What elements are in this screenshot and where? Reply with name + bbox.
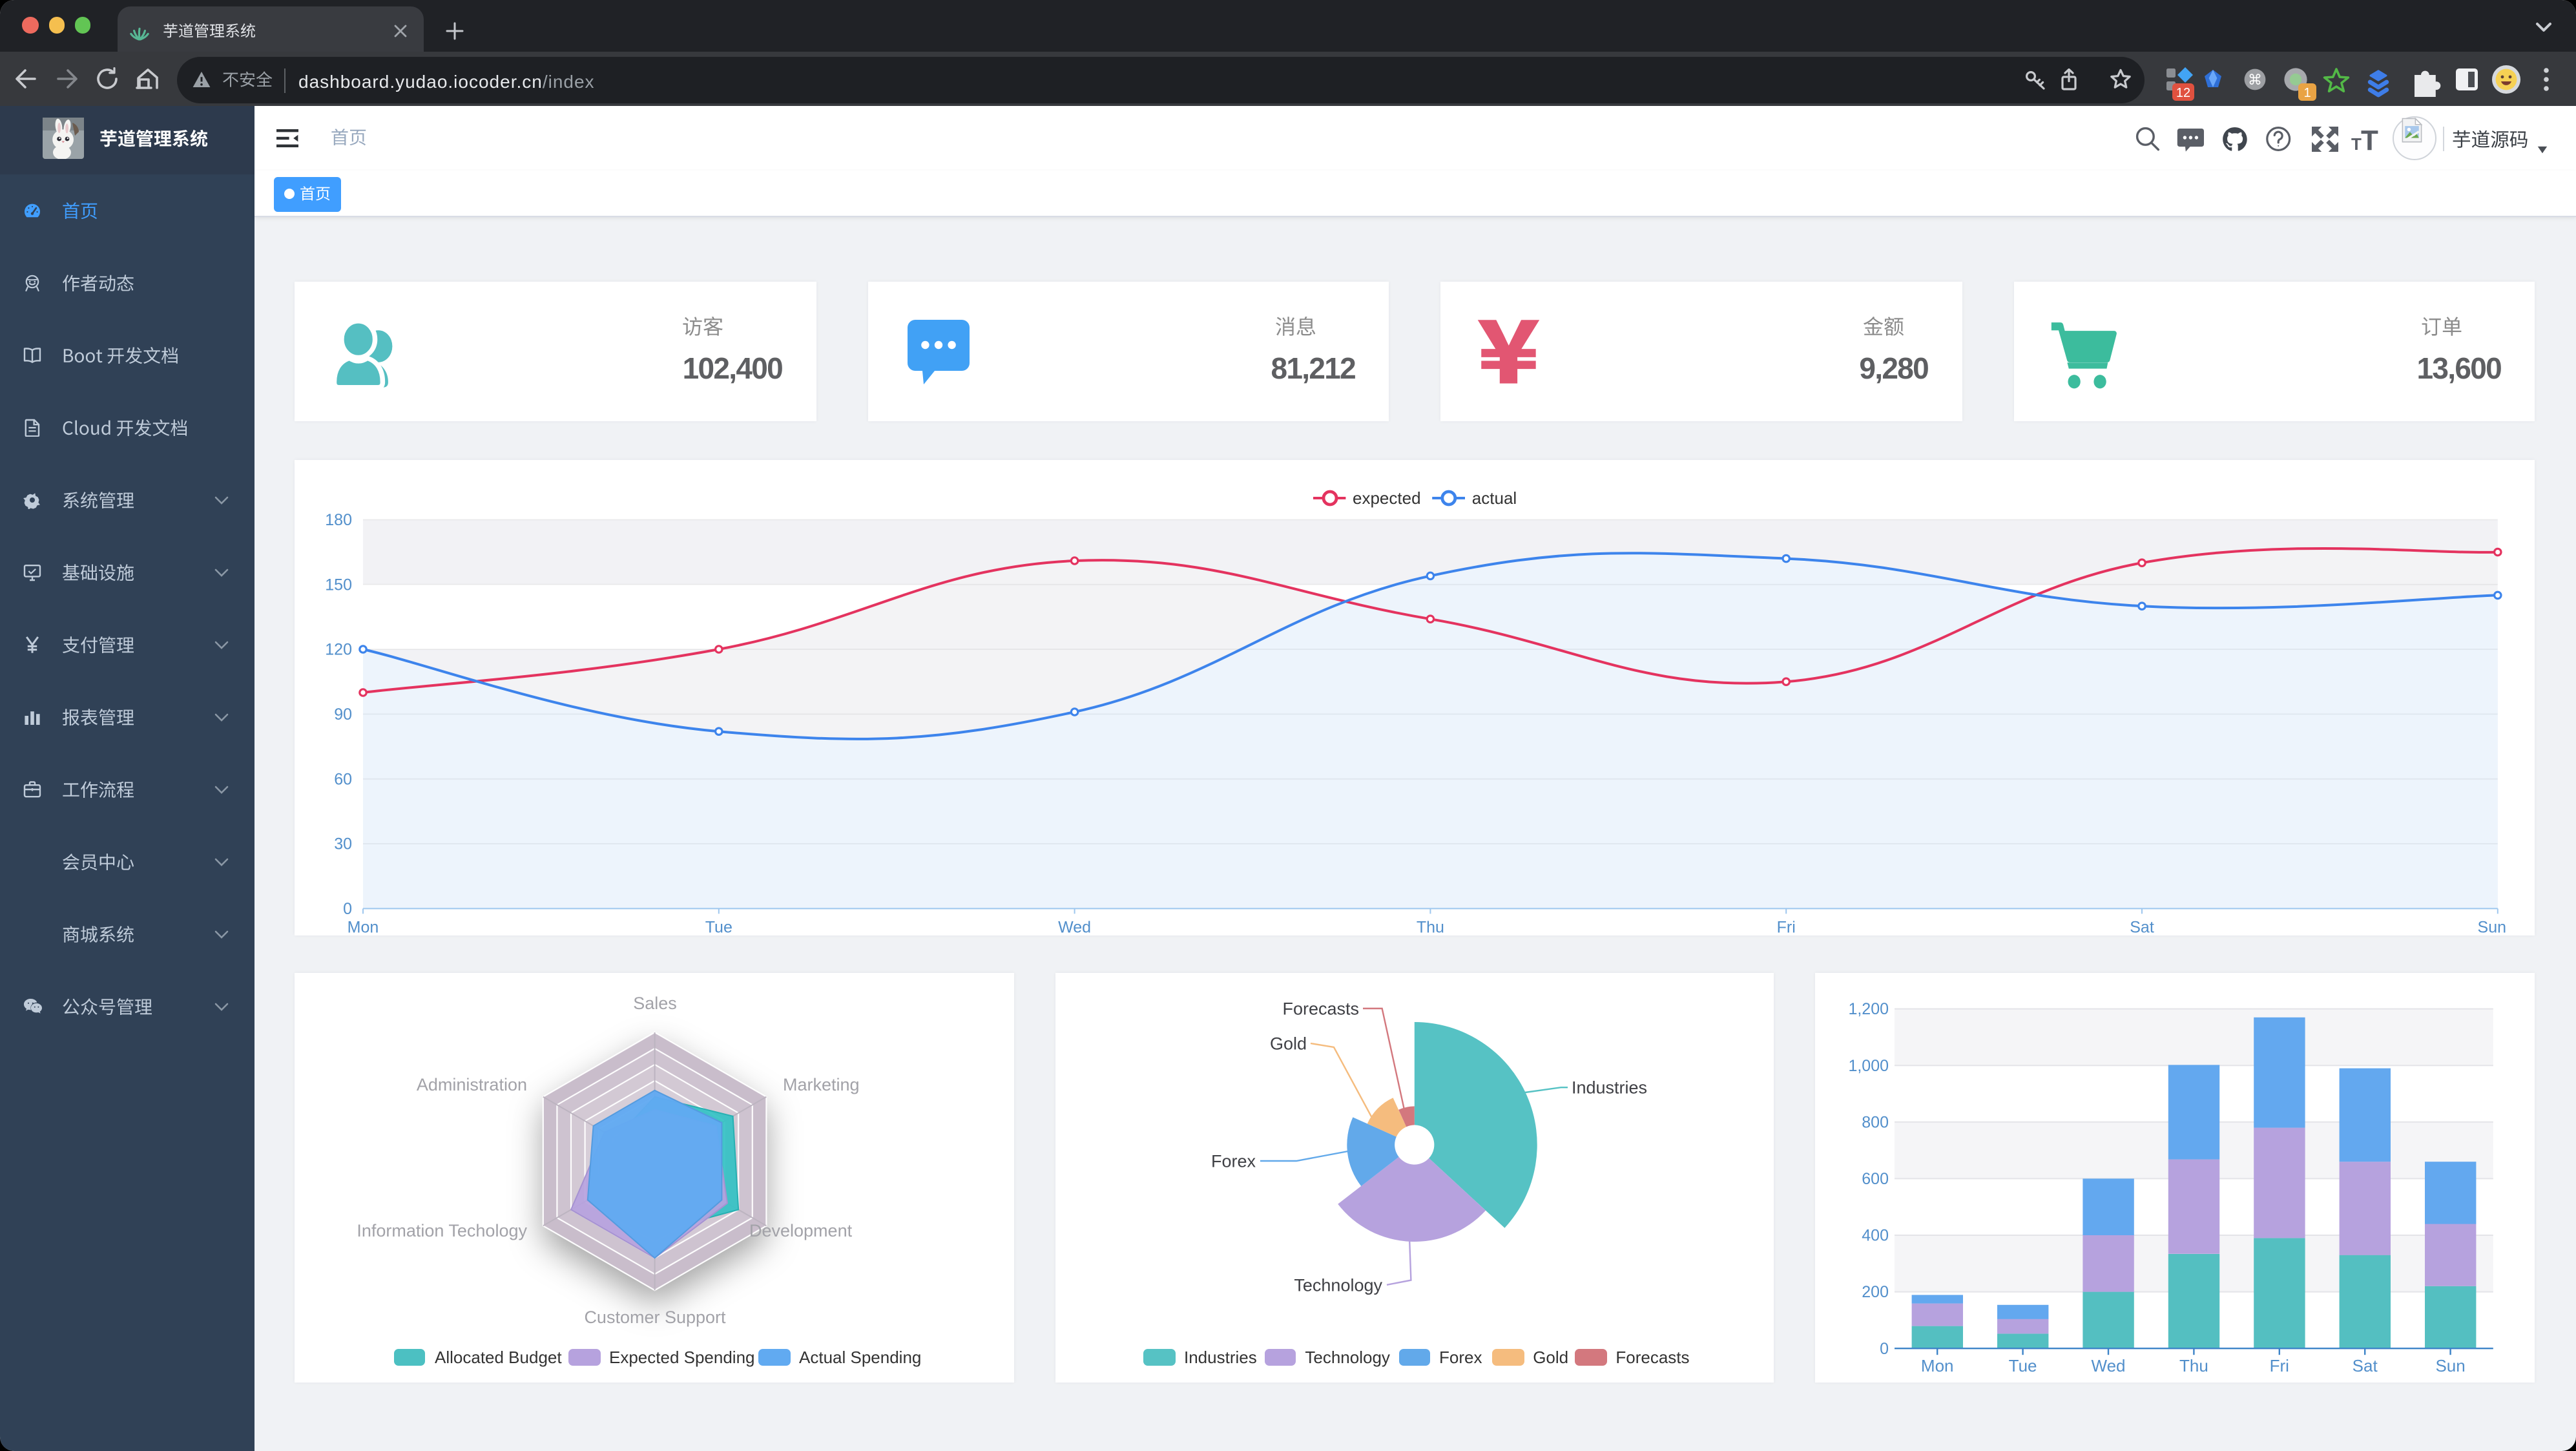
svg-text:Wed: Wed <box>1058 919 1091 935</box>
svg-text:180: 180 <box>325 512 352 530</box>
svg-text:Thu: Thu <box>1417 919 1444 935</box>
svg-text:Tue: Tue <box>2009 1356 2037 1375</box>
svg-text:60: 60 <box>334 771 352 789</box>
svg-text:Fri: Fri <box>1777 919 1796 935</box>
svg-text:200: 200 <box>1862 1283 1889 1301</box>
svg-text:expected: expected <box>1353 489 1421 508</box>
svg-text:Sun: Sun <box>2478 919 2506 935</box>
svg-text:Gold: Gold <box>1269 1034 1306 1054</box>
svg-text:30: 30 <box>334 835 352 853</box>
svg-text:Mon: Mon <box>1921 1356 1954 1375</box>
svg-text:Forex: Forex <box>1210 1151 1256 1171</box>
svg-text:Thu: Thu <box>2179 1356 2208 1375</box>
svg-text:T: T <box>2351 134 2362 154</box>
svg-text:Sat: Sat <box>2130 919 2154 935</box>
svg-text:T: T <box>2361 125 2378 155</box>
svg-text:Sun: Sun <box>2435 1356 2465 1375</box>
svg-text:Wed: Wed <box>2092 1356 2126 1375</box>
svg-text:90: 90 <box>334 706 352 724</box>
svg-text:Sat: Sat <box>2353 1356 2378 1375</box>
svg-text:Mon: Mon <box>348 919 379 935</box>
svg-text:0: 0 <box>343 901 352 919</box>
svg-text:Industries: Industries <box>1571 1078 1646 1098</box>
svg-text:150: 150 <box>325 576 352 594</box>
svg-text:Technology: Technology <box>1293 1276 1382 1295</box>
svg-text:1: 1 <box>2303 86 2311 100</box>
svg-text:1,000: 1,000 <box>1848 1057 1889 1075</box>
svg-text:Tue: Tue <box>705 919 732 935</box>
svg-text:12: 12 <box>2176 86 2190 100</box>
svg-text:Forecasts: Forecasts <box>1282 999 1358 1018</box>
svg-text:600: 600 <box>1862 1170 1889 1188</box>
svg-text:Fri: Fri <box>2270 1356 2289 1375</box>
svg-text:0: 0 <box>1880 1340 1889 1358</box>
svg-text:⌘: ⌘ <box>2248 72 2262 88</box>
svg-text:actual: actual <box>1472 489 1517 508</box>
svg-text:1,200: 1,200 <box>1848 1000 1889 1018</box>
svg-text:800: 800 <box>1862 1113 1889 1131</box>
svg-text:120: 120 <box>325 641 352 659</box>
svg-text:400: 400 <box>1862 1227 1889 1245</box>
